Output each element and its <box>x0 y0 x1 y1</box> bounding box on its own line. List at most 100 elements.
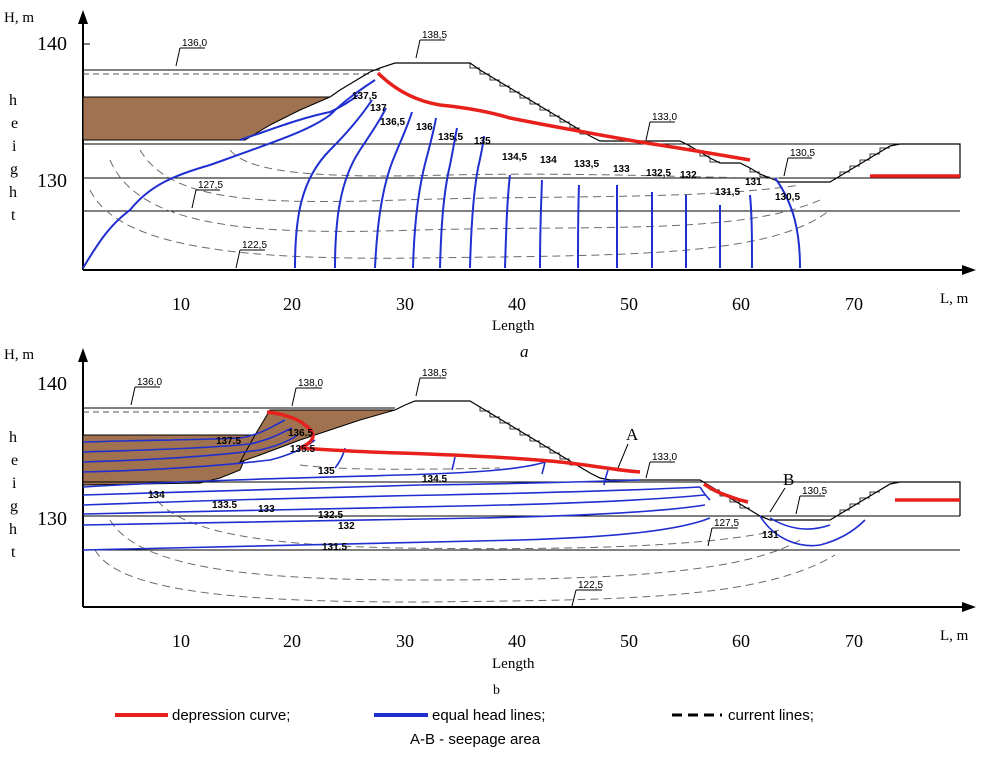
level-mark: 138,5 <box>422 368 447 379</box>
side-letter: g <box>10 498 18 515</box>
head-line <box>504 174 511 269</box>
current-line <box>89 189 831 259</box>
head-line <box>294 99 373 269</box>
side-letter: i <box>12 475 17 492</box>
dam-outline-a <box>329 62 961 183</box>
head-label: 136,5 <box>380 117 405 128</box>
depression-curve-b-mid <box>702 482 749 504</box>
side-label-a: h e i g h t <box>9 92 18 224</box>
x-tick: 40 <box>508 631 526 651</box>
current-line <box>229 149 781 179</box>
level-mark: 138,5 <box>422 30 447 41</box>
y-axis-arrow-b <box>78 348 88 362</box>
side-letter: t <box>11 207 16 224</box>
side-letter: h <box>9 521 17 538</box>
x-axis-label-b: L, m <box>940 628 969 644</box>
side-letter: e <box>11 115 18 132</box>
head-label: 137.5 <box>216 436 241 447</box>
legend-head-label: equal head lines; <box>432 707 545 724</box>
side-letter: g <box>10 161 18 178</box>
y-tick-140-b: 140 <box>37 373 67 395</box>
head-label: 131,5 <box>715 187 740 198</box>
head-line <box>82 517 711 551</box>
current-line <box>109 519 801 581</box>
head-line <box>82 461 546 488</box>
level-mark: 127,5 <box>714 518 739 529</box>
head-label: 134,5 <box>502 152 527 163</box>
head-label: 135.5 <box>290 444 315 455</box>
soil-layer-b2 <box>238 409 396 463</box>
head-line <box>82 479 641 496</box>
head-line <box>82 419 286 443</box>
head-label: 132 <box>680 170 697 181</box>
point-label-b: B <box>783 470 794 489</box>
y-axis-label-a: H, m <box>4 10 34 26</box>
head-line <box>759 515 866 547</box>
x-axis-label-a: L, m <box>940 291 969 307</box>
head-label: 131 <box>745 177 762 188</box>
slope-steps-a <box>469 63 890 178</box>
head-labels-a: 137,5 137 136,5 136 135,5 135 134,5 134 … <box>352 91 800 203</box>
slope-steps-b <box>479 407 880 514</box>
level-mark: 122,5 <box>242 240 267 251</box>
head-line <box>603 469 609 486</box>
depression-curve-b <box>266 410 641 474</box>
head-label: 136 <box>416 122 433 133</box>
side-letter: h <box>9 429 17 446</box>
head-label: 137 <box>370 103 387 114</box>
dam-outline-b <box>394 400 961 521</box>
x-tick: 40 <box>508 294 526 314</box>
head-line <box>374 111 413 269</box>
level-marks-a: 136,0 138,5 133,0 130,5 127,5 122,5 <box>175 30 815 269</box>
legend-note: A-B - seepage area <box>410 731 541 748</box>
side-label-b: h e i g h t <box>9 429 18 561</box>
head-line <box>82 486 701 506</box>
head-label: 134.5 <box>422 474 447 485</box>
side-letter: h <box>9 184 17 201</box>
depression-curve-a <box>376 71 751 162</box>
x-tick: 20 <box>283 631 301 651</box>
head-labels-b: 137.5 136.5 135.5 135 134.5 134 133.5 13… <box>148 428 779 553</box>
x-tick: 60 <box>732 631 750 651</box>
level-mark: 130,5 <box>802 486 827 497</box>
head-label: 132 <box>338 521 355 532</box>
head-line <box>451 456 456 471</box>
head-line <box>334 107 387 269</box>
legend-current-label: current lines; <box>728 707 814 724</box>
head-line <box>539 179 543 269</box>
side-letter: i <box>12 138 17 155</box>
head-line <box>541 461 546 475</box>
current-line <box>109 159 821 232</box>
head-line <box>239 94 359 141</box>
x-axis-arrow-a <box>962 265 976 275</box>
y-axis-label-b: H, m <box>4 347 34 363</box>
head-line <box>749 194 753 269</box>
side-letter: h <box>9 92 17 109</box>
panel-a: H, m L, m 140 130 h e i g h t 10 20 30 4… <box>4 10 976 361</box>
head-line <box>412 117 437 269</box>
level-mark: 133,0 <box>652 452 677 463</box>
x-tick: 10 <box>172 294 190 314</box>
x-tick: 30 <box>396 294 414 314</box>
head-line <box>774 177 801 269</box>
head-label: 131 <box>762 530 779 541</box>
equal-head-lines-b <box>82 419 866 551</box>
current-line <box>94 549 836 603</box>
y-axis-arrow-a <box>78 10 88 24</box>
head-label: 134 <box>540 155 557 166</box>
head-line <box>82 434 299 463</box>
head-line <box>699 486 711 501</box>
level-mark: 133,0 <box>652 112 677 123</box>
x-tick: 20 <box>283 294 301 314</box>
x-tick: 70 <box>845 294 863 314</box>
x-title-b: Length <box>492 656 535 672</box>
head-label: 135 <box>318 466 335 477</box>
level-mark: 122,5 <box>578 580 603 591</box>
head-label: 136.5 <box>288 428 313 439</box>
head-label: 134 <box>148 490 165 501</box>
x-tick: 30 <box>396 631 414 651</box>
legend: depression curve; equal head lines; curr… <box>115 707 814 748</box>
level-mark: 136,0 <box>137 377 162 388</box>
x-tick: 10 <box>172 631 190 651</box>
